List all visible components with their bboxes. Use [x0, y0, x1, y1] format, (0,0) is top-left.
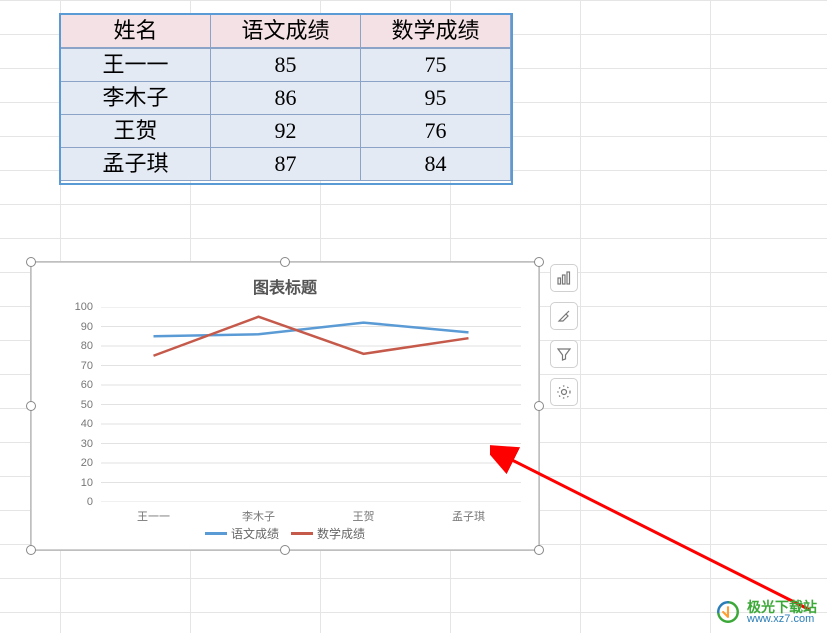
legend-item[interactable]: 语文成绩: [205, 525, 279, 542]
resize-handle[interactable]: [534, 257, 544, 267]
brush-icon: [556, 308, 572, 324]
y-axis-label: 100: [75, 301, 93, 313]
x-axis-label: 王一一: [137, 508, 170, 524]
chart-side-toolbar: [550, 264, 578, 406]
legend-swatch: [205, 532, 227, 535]
table-row[interactable]: 王一一8575: [61, 48, 511, 82]
table-cell[interactable]: 75: [361, 48, 511, 82]
table-cell[interactable]: 李木子: [61, 82, 211, 115]
resize-handle[interactable]: [280, 257, 290, 267]
watermark-url: www.xz7.com: [747, 614, 817, 625]
chart-style-button[interactable]: [550, 302, 578, 330]
legend-item[interactable]: 数学成绩: [291, 525, 365, 542]
legend-label: 语文成绩: [231, 525, 279, 542]
table-row[interactable]: 王贺9276: [61, 115, 511, 148]
x-axis-label: 王贺: [353, 508, 375, 524]
table-cell[interactable]: 85: [211, 48, 361, 82]
header-name[interactable]: 姓名: [61, 15, 211, 49]
table-row[interactable]: 李木子8695: [61, 82, 511, 115]
resize-handle[interactable]: [534, 545, 544, 555]
chart-container[interactable]: 图表标题 0102030405060708090100王一一李木子王贺孟子琪 语…: [30, 261, 540, 551]
y-axis-label: 20: [81, 457, 93, 469]
chart-plot-area: 0102030405060708090100王一一李木子王贺孟子琪: [101, 307, 521, 502]
y-axis-label: 50: [81, 399, 93, 411]
y-axis-label: 80: [81, 340, 93, 352]
chart-filter-button[interactable]: [550, 340, 578, 368]
x-axis-label: 孟子琪: [452, 508, 485, 524]
header-chinese[interactable]: 语文成绩: [211, 15, 361, 49]
y-axis-label: 0: [87, 496, 93, 508]
resize-handle[interactable]: [26, 545, 36, 555]
y-axis-label: 30: [81, 438, 93, 450]
resize-handle[interactable]: [26, 401, 36, 411]
table-cell[interactable]: 86: [211, 82, 361, 115]
filter-icon: [556, 346, 572, 362]
chart-type-icon: [556, 270, 572, 286]
chart-title[interactable]: 图表标题: [31, 274, 539, 298]
y-axis-label: 90: [81, 321, 93, 333]
header-math[interactable]: 数学成绩: [361, 15, 511, 49]
settings-icon: [556, 384, 572, 400]
table-header-row: 姓名 语文成绩 数学成绩: [61, 15, 511, 49]
data-table[interactable]: 姓名 语文成绩 数学成绩 王一一8575李木子8695王贺9276孟子琪8784: [60, 14, 511, 181]
table-cell[interactable]: 87: [211, 148, 361, 181]
chart-settings-button[interactable]: [550, 378, 578, 406]
y-axis-label: 40: [81, 418, 93, 430]
legend-label: 数学成绩: [317, 525, 365, 542]
table-cell[interactable]: 孟子琪: [61, 148, 211, 181]
legend-swatch: [291, 532, 313, 535]
watermark-logo-icon: [715, 599, 741, 625]
x-axis-label: 李木子: [242, 508, 275, 524]
table-cell[interactable]: 王一一: [61, 48, 211, 82]
chart-type-button[interactable]: [550, 264, 578, 292]
y-axis-label: 10: [81, 477, 93, 489]
y-axis-label: 70: [81, 360, 93, 372]
resize-handle[interactable]: [26, 257, 36, 267]
table-cell[interactable]: 92: [211, 115, 361, 148]
resize-handle[interactable]: [534, 401, 544, 411]
watermark: 极光下载站 www.xz7.com: [715, 599, 817, 625]
table-cell[interactable]: 84: [361, 148, 511, 181]
y-axis-label: 60: [81, 379, 93, 391]
watermark-name: 极光下载站: [747, 600, 817, 614]
chart-legend[interactable]: 语文成绩 数学成绩: [31, 524, 539, 542]
table-cell[interactable]: 王贺: [61, 115, 211, 148]
table-cell[interactable]: 95: [361, 82, 511, 115]
table-cell[interactable]: 76: [361, 115, 511, 148]
table-row[interactable]: 孟子琪8784: [61, 148, 511, 181]
resize-handle[interactable]: [280, 545, 290, 555]
